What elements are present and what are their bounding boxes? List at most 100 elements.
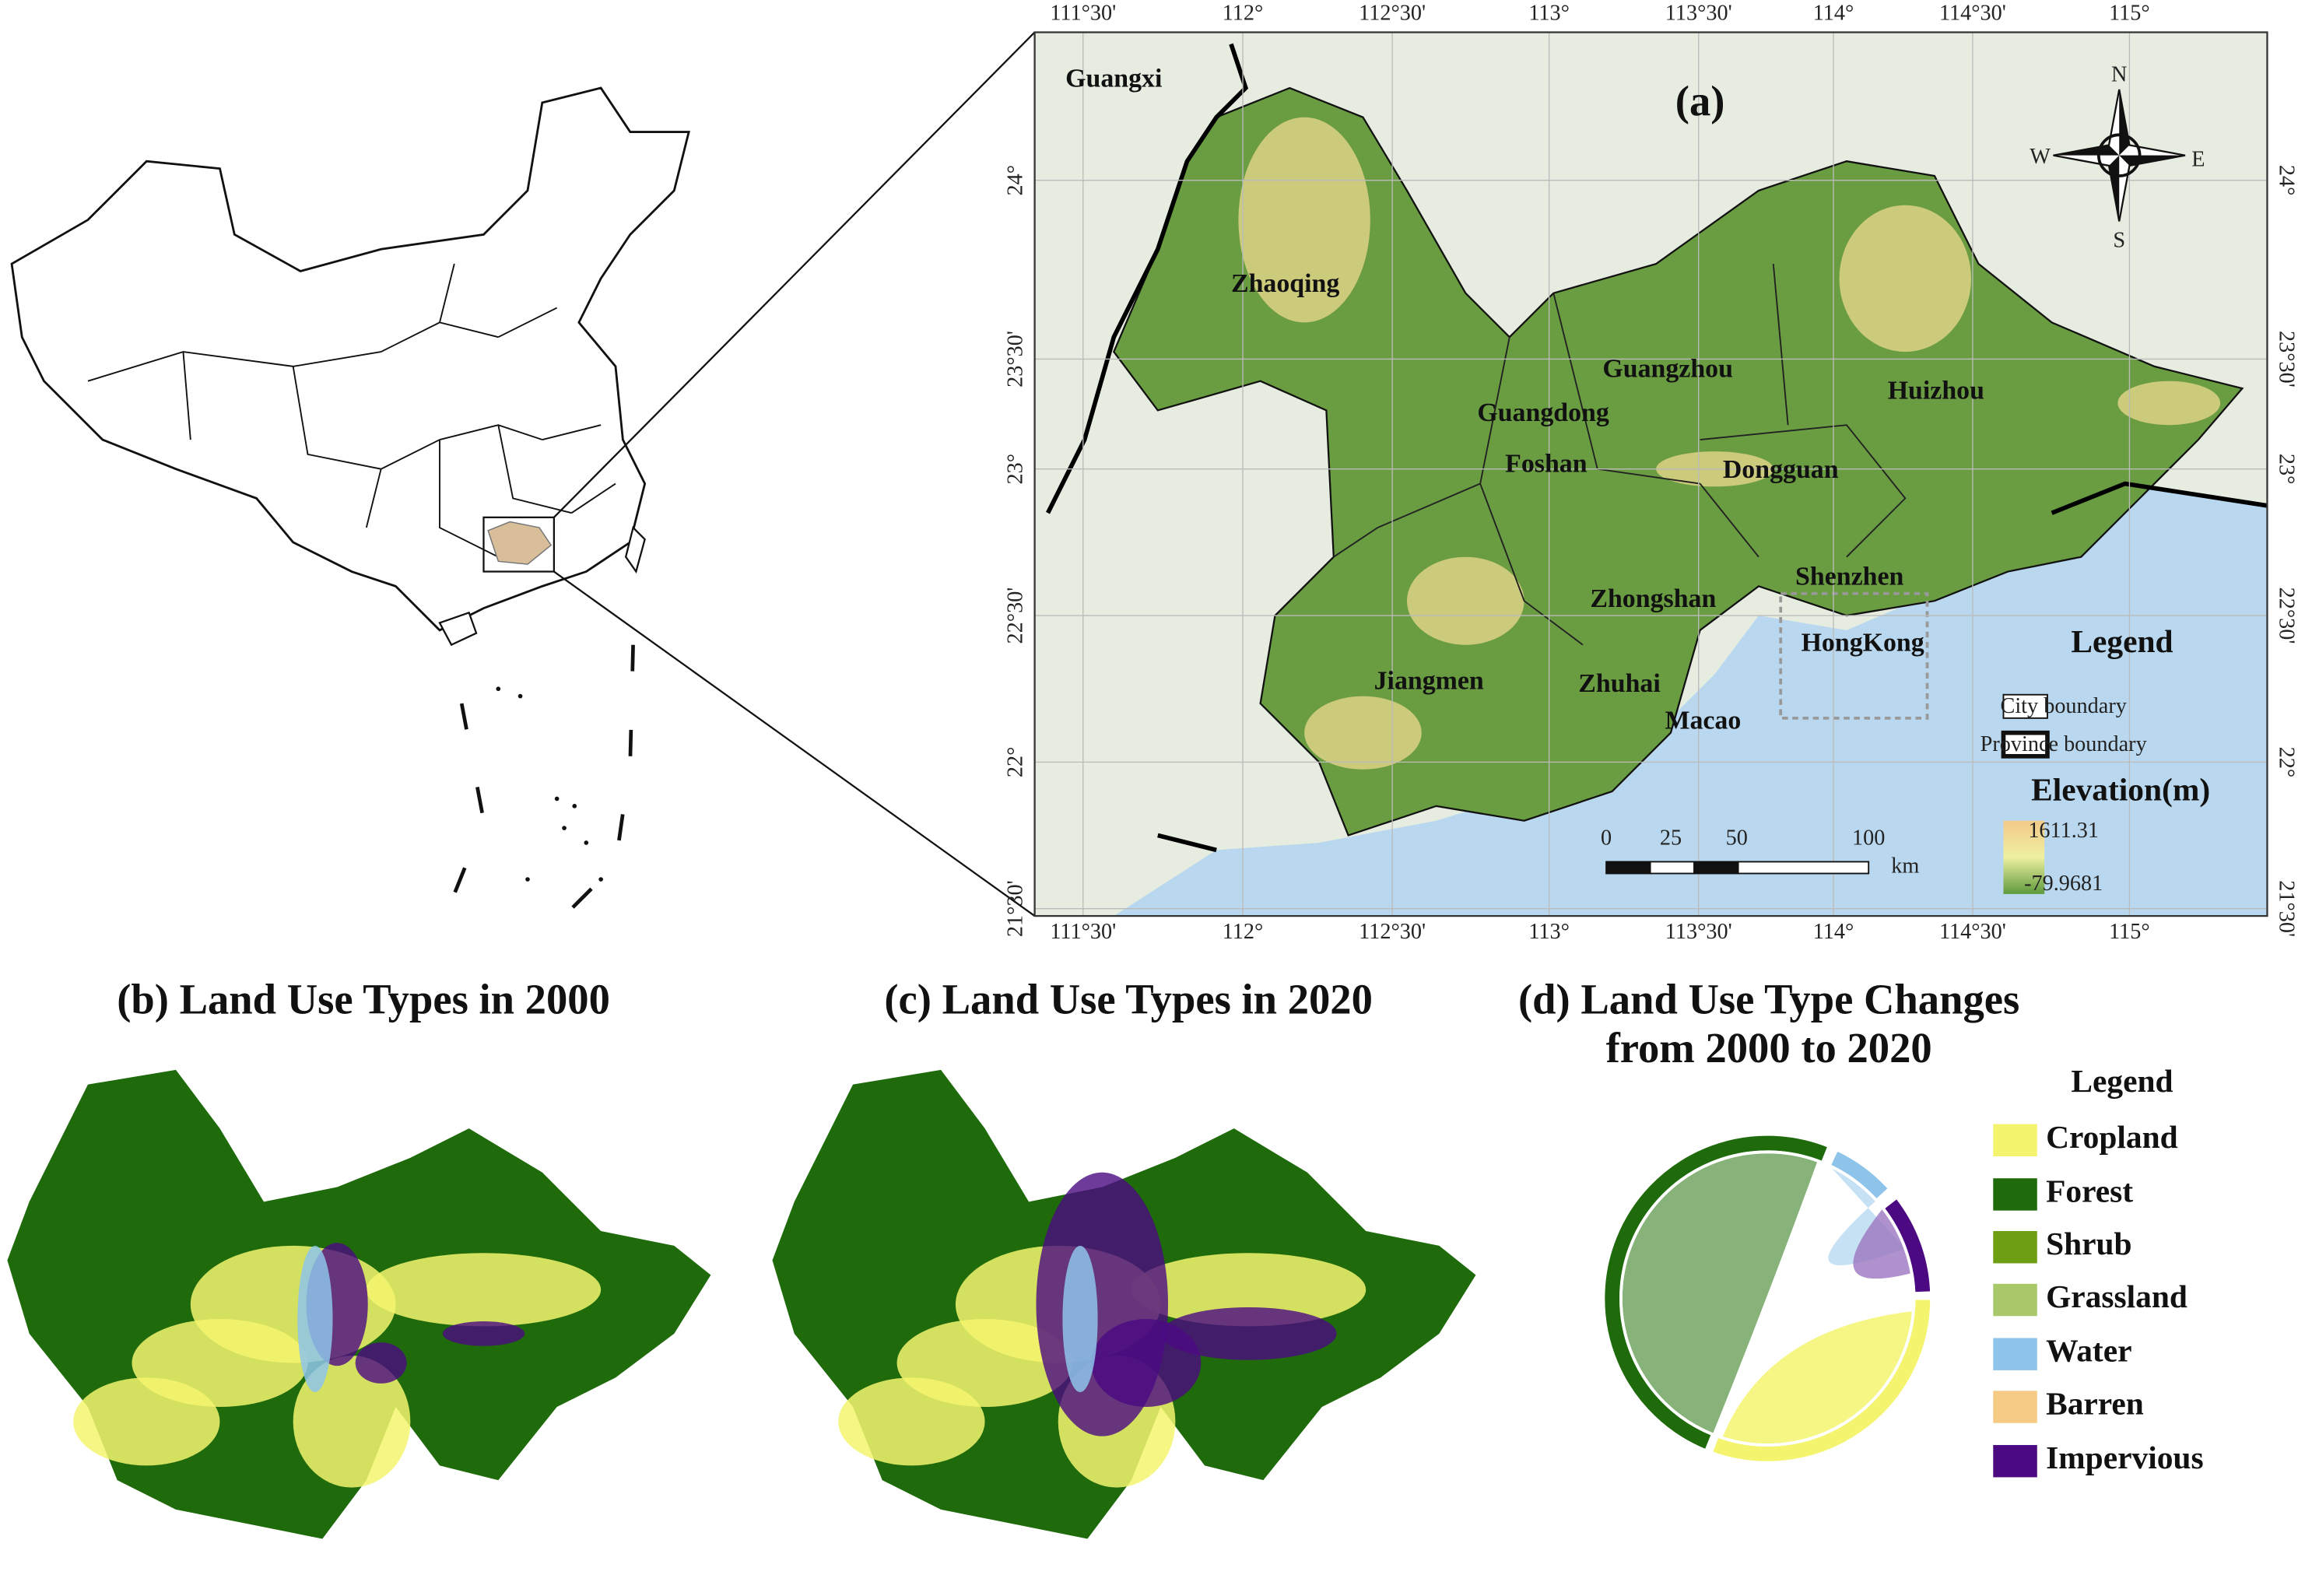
- legend-item: Barren: [2046, 1386, 2144, 1422]
- elevation-min: -79.9681: [2024, 872, 2103, 896]
- legend-item: Impervious: [2046, 1440, 2204, 1475]
- legend-title: Legend: [2071, 1063, 2173, 1099]
- legend-item: Water: [2046, 1333, 2131, 1369]
- land-use-map-2000: [7, 1069, 711, 1539]
- compass-letter: E: [2191, 148, 2205, 172]
- lon-label-bottom: 114°: [1813, 920, 1854, 944]
- hongkong-box: [1779, 591, 1929, 720]
- elevation-title: Elevation(m): [2031, 771, 2210, 808]
- place-label: Jiangmen: [1374, 666, 1484, 695]
- compass-letter: W: [2030, 145, 2051, 169]
- place-label: Huizhou: [1888, 377, 1984, 405]
- place-label: Guangzhou: [1602, 354, 1733, 383]
- lat-label-left: 22°30': [1003, 588, 1027, 644]
- legend-item: Forest: [2046, 1173, 2133, 1208]
- legend-swatch: [1993, 1391, 2037, 1423]
- land-use-patch: [1062, 1245, 1098, 1393]
- zoom-line: [553, 31, 1036, 518]
- scale-bar: [1605, 861, 1870, 875]
- land-use-patch: [366, 1253, 602, 1327]
- place-label: Guangdong: [1477, 398, 1609, 427]
- chord-ring-divider: [1619, 1150, 1916, 1447]
- legend-swatch: [1993, 1283, 2037, 1317]
- land-use-patch: [297, 1245, 333, 1393]
- sea: [1114, 483, 2268, 917]
- compass: [2053, 89, 2186, 222]
- islands: [496, 686, 603, 882]
- scale-label: 50: [1726, 826, 1748, 851]
- nine-dash: [452, 644, 635, 940]
- lon-label-top: 111°30': [1050, 1, 1116, 25]
- scale-unit: km: [1891, 854, 1919, 878]
- legend-item: City boundary: [2001, 694, 2127, 718]
- legend-title: Legend: [2071, 623, 2173, 659]
- taiwan: [624, 525, 646, 574]
- lon-label-bottom: 112°30': [1359, 920, 1426, 944]
- lon-label-top: 113°: [1528, 1, 1570, 25]
- panel-title: from 2000 to 2020: [1606, 1024, 1932, 1072]
- lon-label-top: 114°: [1813, 1, 1854, 25]
- lon-label-bottom: 113°30': [1665, 920, 1732, 944]
- chord-impervious: [1853, 1208, 1912, 1279]
- land-use-patch: [73, 1377, 220, 1466]
- land-use-patch: [838, 1377, 985, 1466]
- chord-diagram: [1602, 1132, 1934, 1464]
- legend-swatch: [1993, 1338, 2037, 1370]
- lat-label-left: 21°30': [1003, 880, 1027, 937]
- legend-swatch: [1993, 1231, 2037, 1264]
- lon-label-top: 112°30': [1359, 1, 1426, 25]
- lon-label-top: 113°30': [1665, 1, 1732, 25]
- lon-label-top: 112°: [1223, 1, 1264, 25]
- lat-label-left: 23°30': [1003, 331, 1027, 388]
- legend-province-swatch: [2001, 730, 2050, 759]
- lon-label-bottom: 112°: [1223, 920, 1264, 944]
- province-lines: [87, 263, 616, 558]
- panel-label: (a): [1675, 77, 1725, 125]
- place-label: Macao: [1665, 706, 1741, 735]
- panel-title: (c) Land Use Types in 2020: [884, 976, 1373, 1023]
- place-label: Guangxi: [1065, 64, 1162, 93]
- china-outline: [10, 86, 690, 632]
- place-label: Zhuhai: [1578, 669, 1660, 698]
- place-label: HongKong: [1802, 628, 1924, 657]
- study-area-box: [482, 516, 556, 573]
- scale-label: 0: [1601, 826, 1612, 851]
- place-label: Foshan: [1505, 450, 1588, 479]
- legend-swatch: [1993, 1124, 2037, 1156]
- legend-item: Grassland: [2046, 1279, 2187, 1314]
- lat-label-right: 21°30': [2275, 880, 2298, 937]
- land-use-patch: [355, 1342, 407, 1384]
- lon-label-top: 115°: [2109, 1, 2150, 25]
- chord-cropland: [1722, 1311, 1914, 1445]
- study-area-mini: [487, 521, 553, 565]
- map-frame: [1033, 31, 2268, 917]
- lat-label-right: 23°: [2275, 454, 2298, 485]
- grid: [1034, 32, 2268, 917]
- place-label: Dongguan: [1723, 455, 1839, 484]
- legend-city-swatch: [2002, 693, 2048, 719]
- legend-swatch: [1993, 1444, 2037, 1478]
- lat-label-left: 23°: [1003, 454, 1027, 485]
- zoom-line: [553, 570, 1036, 917]
- legend-item: Cropland: [2046, 1119, 2178, 1155]
- lat-label-left: 22°: [1003, 747, 1027, 778]
- scale-label: 25: [1660, 826, 1682, 851]
- lat-label-right: 23°30': [2275, 331, 2298, 388]
- land-use-map-2020: [772, 1069, 1476, 1539]
- legend-item: Shrub: [2046, 1226, 2132, 1261]
- panel-title: (d) Land Use Type Changes: [1518, 976, 2019, 1023]
- lon-label-bottom: 115°: [2109, 920, 2150, 944]
- land-use-patch: [1131, 1253, 1367, 1327]
- province-boundary: [1046, 43, 2268, 853]
- lon-label-bottom: 114°30': [1939, 920, 2006, 944]
- map-a: [1034, 32, 2268, 917]
- land-use-patch: [293, 1356, 411, 1488]
- lat-label-right: 24°: [2275, 165, 2298, 196]
- elevation-max: 1611.31: [2028, 819, 2099, 843]
- compass-letter: N: [2111, 62, 2127, 86]
- lon-label-bottom: 113°: [1528, 920, 1570, 944]
- scale-label: 100: [1852, 826, 1885, 851]
- elevation-ramp: [2003, 820, 2045, 894]
